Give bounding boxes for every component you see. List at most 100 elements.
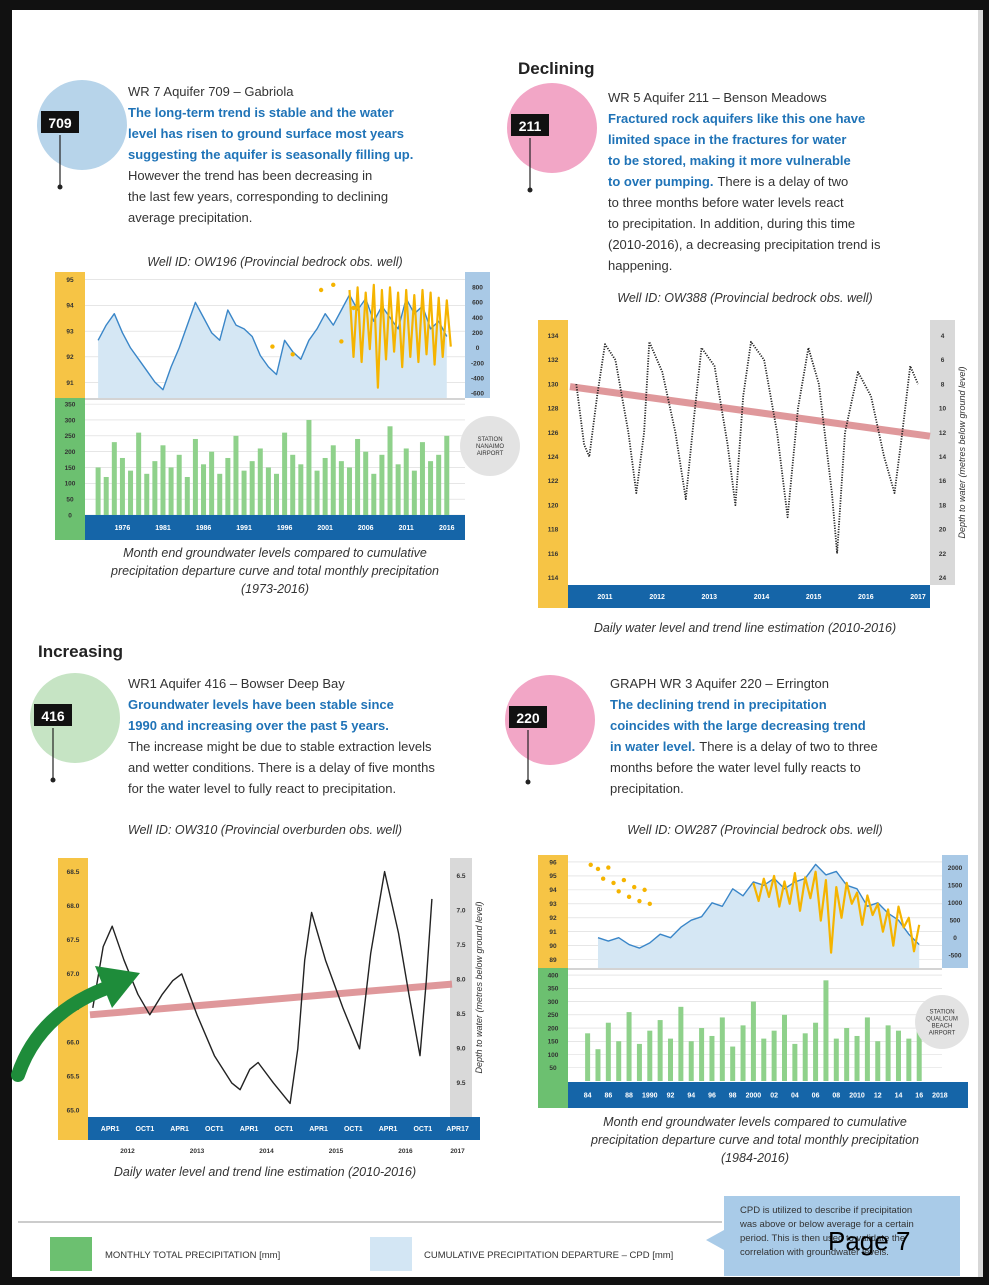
x-tick-label: OCT1 bbox=[275, 1126, 294, 1133]
y-tick-label: 100 bbox=[548, 1052, 559, 1059]
y-tick-label: 16 bbox=[939, 478, 947, 485]
y-tick-label: 65.0 bbox=[67, 1107, 80, 1114]
y-tick-label: 91 bbox=[66, 380, 74, 387]
bar bbox=[885, 1025, 891, 1081]
y-tick-label: 116 bbox=[548, 551, 559, 558]
bar bbox=[152, 461, 158, 515]
y-tick-label: 0 bbox=[953, 935, 957, 942]
y-tick-label: 68.5 bbox=[67, 869, 80, 876]
bar bbox=[771, 1030, 777, 1081]
y-tick-label: 130 bbox=[548, 381, 559, 388]
axis-strip bbox=[55, 272, 85, 398]
y-tick-label: 96 bbox=[549, 859, 557, 866]
x-tick-label: 88 bbox=[625, 1093, 633, 1100]
station-label: STATION bbox=[477, 437, 502, 443]
line bbox=[348, 283, 452, 389]
area bbox=[597, 864, 920, 968]
y-tick-label: 400 bbox=[548, 972, 559, 979]
bar bbox=[428, 461, 434, 515]
y-tick-label: 134 bbox=[548, 333, 559, 340]
chart-title: Well ID: OW388 (Provincial bedrock obs. … bbox=[617, 291, 872, 305]
y-tick-label: 114 bbox=[548, 575, 559, 582]
bar bbox=[906, 1038, 912, 1081]
bar bbox=[403, 448, 409, 515]
x-tick-label: OCT1 bbox=[413, 1126, 432, 1133]
y-tick-label: 50 bbox=[66, 496, 74, 503]
x-tick-label: 2014 bbox=[259, 1148, 274, 1155]
x-tick-label: APR1 bbox=[379, 1126, 398, 1133]
y-tick-label: 300 bbox=[548, 999, 559, 1006]
bar bbox=[411, 470, 417, 515]
x-tick-label: 2006 bbox=[358, 525, 374, 532]
bar bbox=[225, 457, 231, 515]
note-line: correlation with groundwater levels. bbox=[740, 1247, 889, 1258]
chart-caption: Daily water level and trend line estimat… bbox=[114, 1165, 416, 1179]
y-tick-label: 200 bbox=[548, 1025, 559, 1032]
y-tick-label: 1500 bbox=[948, 883, 963, 890]
line bbox=[575, 340, 919, 555]
point bbox=[611, 880, 616, 886]
x-tick-label: OCT1 bbox=[136, 1126, 155, 1133]
y-tick-label: 14 bbox=[939, 454, 947, 461]
bar bbox=[363, 451, 369, 515]
y-tick-label: 93 bbox=[66, 328, 74, 335]
bar bbox=[668, 1038, 674, 1081]
bar bbox=[864, 1017, 870, 1081]
y-tick-label: 800 bbox=[472, 284, 483, 291]
x-axis-band bbox=[85, 515, 465, 540]
y-tick-label: 67.5 bbox=[67, 937, 80, 944]
lead-text: to over pumping. bbox=[608, 174, 713, 189]
bar bbox=[111, 442, 117, 515]
bar bbox=[338, 461, 344, 515]
y-tick-label: 118 bbox=[548, 527, 559, 534]
bar bbox=[257, 448, 263, 515]
bar bbox=[168, 467, 174, 515]
bar bbox=[290, 454, 296, 515]
y-tick-label: 100 bbox=[65, 481, 76, 488]
bar bbox=[265, 467, 271, 515]
badge-dot bbox=[57, 184, 63, 190]
y-tick-label: 120 bbox=[548, 502, 559, 509]
body-text: There is a delay of two bbox=[717, 174, 848, 189]
y-tick-label: 68.0 bbox=[67, 903, 80, 910]
y-tick-label: 250 bbox=[548, 1012, 559, 1019]
axis-strip bbox=[942, 855, 968, 968]
x-tick-label: APR17 bbox=[446, 1126, 469, 1133]
bar bbox=[719, 1017, 725, 1081]
y-tick-label: 150 bbox=[548, 1039, 559, 1046]
badge-box bbox=[511, 114, 549, 136]
x-tick-label: 2000 bbox=[746, 1093, 762, 1100]
bar bbox=[355, 438, 361, 515]
point bbox=[595, 866, 601, 872]
lead-text: Groundwater levels have been stable sinc… bbox=[128, 697, 394, 712]
bar bbox=[184, 476, 190, 515]
lead-line: Fractured rock aquifers like this one ha… bbox=[608, 111, 865, 126]
bar bbox=[201, 464, 207, 515]
lead-line: to over pumping. There is a delay of two bbox=[608, 174, 848, 189]
x-tick-label: 2013 bbox=[702, 594, 718, 601]
lead-line: suggesting the aquifer is seasonally fil… bbox=[128, 147, 413, 162]
bar bbox=[844, 1028, 850, 1081]
y-tick-label: 132 bbox=[548, 357, 559, 364]
x-tick-label: APR1 bbox=[309, 1126, 328, 1133]
body-line: (2010-2016), a decreasing precipitation … bbox=[608, 237, 881, 252]
legend-swatch bbox=[50, 1237, 92, 1271]
point bbox=[331, 282, 336, 288]
bar bbox=[709, 1035, 715, 1081]
bar bbox=[740, 1025, 746, 1081]
y-tick-label: 126 bbox=[548, 430, 559, 437]
axis-strip bbox=[55, 398, 85, 540]
axis-strip bbox=[930, 320, 955, 585]
point bbox=[600, 876, 606, 881]
body-line: to three months before water levels reac… bbox=[608, 195, 844, 210]
y-tick-label: 1000 bbox=[948, 900, 963, 907]
chart-title: Well ID: OW196 (Provincial bedrock obs. … bbox=[147, 255, 402, 269]
axis-strip bbox=[465, 272, 490, 398]
badge-box bbox=[509, 706, 547, 728]
x-tick-label: 08 bbox=[832, 1093, 840, 1100]
y-tick-label: 12 bbox=[939, 430, 947, 437]
y-tick-label: 50 bbox=[549, 1065, 557, 1072]
x-tick-label: APR1 bbox=[101, 1126, 120, 1133]
